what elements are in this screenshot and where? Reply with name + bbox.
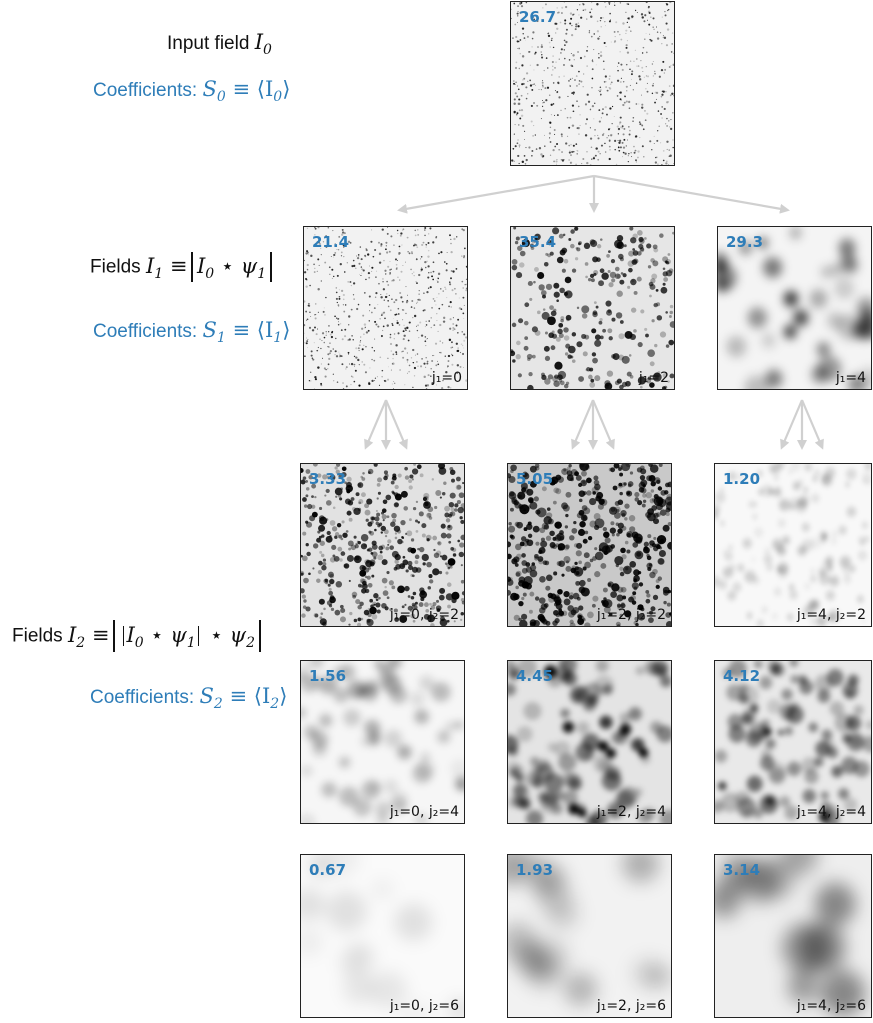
field-texture bbox=[508, 661, 671, 823]
scale-label: j₁=4, j₂=2 bbox=[796, 607, 866, 623]
field-texture bbox=[715, 464, 871, 626]
coefficient-value: 3.33 bbox=[309, 470, 347, 488]
scale-label: j₁=4, j₂=6 bbox=[796, 998, 866, 1014]
coefficient-value: 1.93 bbox=[516, 861, 554, 879]
input-field-label: Input field I0 bbox=[167, 30, 272, 59]
coefficient-value: 4.45 bbox=[516, 667, 554, 685]
panel-j1-2-j2-2: 5.05 j₁=2, j₂=2 bbox=[507, 463, 672, 627]
coefficient-value: 1.20 bbox=[723, 470, 761, 488]
panel-input-field: 26.7 bbox=[510, 1, 675, 166]
scale-label: j₁=0 bbox=[431, 370, 462, 386]
panel-j1-4-j2-4: 4.12 j₁=4, j₂=4 bbox=[714, 660, 872, 824]
arrow-to-j1-0 bbox=[397, 174, 595, 214]
coefficient-value: 26.7 bbox=[519, 8, 557, 26]
scale-label: j₁=2, j₂=4 bbox=[596, 804, 666, 820]
coefficients-s0-label: Coefficients: S0 ≡ ⟨I0⟩ bbox=[93, 77, 291, 106]
field-texture bbox=[508, 464, 671, 626]
scale-label: j₁=0, j₂=4 bbox=[389, 804, 459, 820]
coefficient-value: 4.12 bbox=[723, 667, 761, 685]
field-texture bbox=[301, 855, 464, 1017]
scale-label: j₁=0, j₂=6 bbox=[389, 998, 459, 1014]
coefficient-value: 21.4 bbox=[312, 233, 350, 251]
field-texture bbox=[511, 227, 674, 389]
coefficient-value: 1.56 bbox=[309, 667, 347, 685]
scale-label: j₁=0, j₂=2 bbox=[389, 607, 459, 623]
coefficient-value: 3.14 bbox=[723, 861, 761, 879]
fields-i2-label: Fields I2 ≡ I0 ⋆ ψ1 ⋆ ψ2 bbox=[12, 620, 265, 652]
coefficient-value: 29.3 bbox=[726, 233, 764, 251]
field-texture bbox=[301, 464, 464, 626]
panel-j1-0-j2-6: 0.67 j₁=0, j₂=6 bbox=[300, 854, 465, 1018]
coefficient-value: 35.4 bbox=[519, 233, 557, 251]
arrow-j1-2-a bbox=[571, 399, 595, 450]
field-texture bbox=[304, 227, 467, 389]
panel-j1-4: 29.3 j₁=4 bbox=[717, 226, 872, 390]
coefficients-s2-label: Coefficients: S2 ≡ ⟨I2⟩ bbox=[90, 684, 288, 713]
scale-label: j₁=4 bbox=[835, 370, 866, 386]
arrow-j1-4-c bbox=[800, 399, 824, 450]
panel-j1-2: 35.4 j₁=2 bbox=[510, 226, 675, 390]
scale-label: j₁=2 bbox=[638, 370, 669, 386]
arrow-j1-0-a bbox=[364, 399, 388, 450]
panel-j1-4-j2-6: 3.14 j₁=4, j₂=6 bbox=[714, 854, 872, 1018]
field-texture bbox=[301, 661, 464, 823]
coefficients-s1-label: Coefficients: S1 ≡ ⟨I1⟩ bbox=[93, 318, 291, 347]
coefficient-value: 5.05 bbox=[516, 470, 554, 488]
arrow-j1-0-c bbox=[384, 399, 408, 450]
arrow-j1-4-a bbox=[780, 399, 804, 450]
field-texture bbox=[718, 227, 871, 389]
coefficient-value: 0.67 bbox=[309, 861, 347, 879]
panel-j1-2-j2-6: 1.93 j₁=2, j₂=6 bbox=[507, 854, 672, 1018]
arrow-to-j1-4 bbox=[593, 174, 790, 214]
scale-label: j₁=2, j₂=6 bbox=[596, 998, 666, 1014]
scale-label: j₁=2, j₂=2 bbox=[596, 607, 666, 623]
panel-j1-2-j2-4: 4.45 j₁=2, j₂=4 bbox=[507, 660, 672, 824]
arrow-j1-2-c bbox=[591, 399, 615, 450]
field-texture bbox=[511, 2, 674, 165]
fields-i1-label: Fields I1 ≡ I0 ⋆ ψ1 bbox=[90, 252, 276, 282]
panel-j1-4-j2-2: 1.20 j₁=4, j₂=2 bbox=[714, 463, 872, 627]
field-texture bbox=[715, 661, 871, 823]
panel-j1-0-j2-4: 1.56 j₁=0, j₂=4 bbox=[300, 660, 465, 824]
field-texture bbox=[508, 855, 671, 1017]
field-texture bbox=[715, 855, 871, 1017]
scale-label: j₁=4, j₂=4 bbox=[796, 804, 866, 820]
panel-j1-0: 21.4 j₁=0 bbox=[303, 226, 468, 390]
panel-j1-0-j2-2: 3.33 j₁=0, j₂=2 bbox=[300, 463, 465, 627]
